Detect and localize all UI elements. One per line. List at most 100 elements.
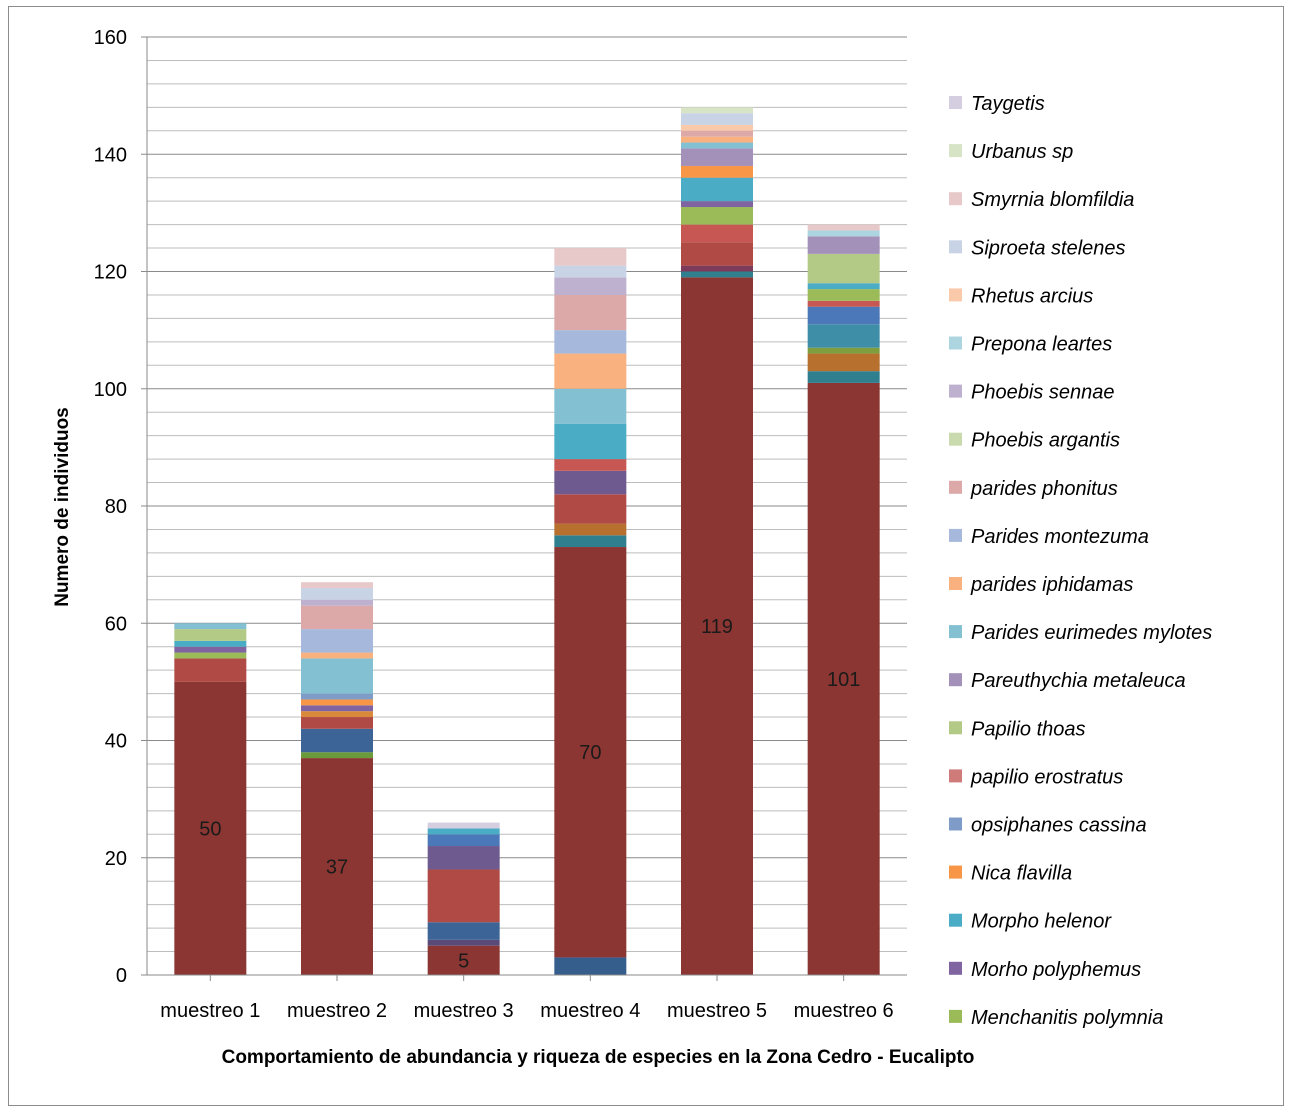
- bar-segment: [681, 107, 753, 114]
- bar-segment: [174, 658, 247, 682]
- bar-segment: [427, 846, 500, 870]
- legend-label: Smyrnia blomfildia: [971, 189, 1134, 211]
- bar-segment: [301, 582, 373, 589]
- bar-stacks: [174, 107, 880, 975]
- y-tick-label: 40: [105, 731, 127, 753]
- bar-segment: [554, 353, 627, 389]
- legend-item: Morpho helenor: [949, 911, 1112, 933]
- y-tick-label: 100: [94, 379, 127, 401]
- legend-swatch: [949, 384, 962, 398]
- bar-segment: [681, 201, 753, 208]
- bar-segment: [301, 693, 373, 700]
- data-label: 37: [326, 857, 348, 879]
- x-tick-label: muestreo 4: [540, 1000, 640, 1022]
- y-tick-label: 20: [105, 848, 127, 870]
- x-tick-label: muestreo 3: [414, 1000, 514, 1022]
- legend-label: parides iphidamas: [970, 574, 1133, 596]
- bar-segment: [174, 623, 247, 630]
- data-label: 50: [199, 818, 221, 840]
- bar-segment: [807, 236, 880, 254]
- legend-label: Siproeta stelenes: [971, 237, 1126, 259]
- bar-segment: [301, 588, 373, 600]
- bar-segment: [554, 248, 627, 266]
- legend-swatch: [949, 577, 962, 590]
- legend-item: Menchanitis polymnia: [949, 1007, 1163, 1029]
- legend-label: papilio erostratus: [970, 766, 1123, 788]
- legend-label: Morpho helenor: [971, 911, 1112, 933]
- legend-label: Taygetis: [971, 93, 1045, 115]
- bar-segment: [681, 242, 753, 266]
- bar-segment: [554, 294, 627, 331]
- bar-segment: [427, 945, 500, 975]
- bar-segment: [554, 535, 627, 548]
- bar-segment: [681, 177, 753, 202]
- bar-segment: [554, 957, 627, 975]
- legend-label: Urbanus sp: [971, 141, 1073, 163]
- legend-item: opsiphanes cassina: [949, 815, 1147, 837]
- bar-segment: [174, 681, 247, 975]
- bar-segment: [681, 207, 753, 225]
- bar-segment: [554, 494, 627, 524]
- bar-segment: [681, 271, 753, 278]
- bar-segment: [554, 523, 627, 536]
- bar-stack: [301, 582, 373, 975]
- bar-segment: [681, 136, 753, 143]
- bar-segment: [301, 699, 373, 706]
- bar-segment: [807, 324, 880, 348]
- bar-segment: [301, 752, 373, 759]
- legend-item: Pareuthychia metaleuca: [949, 670, 1186, 692]
- bar-segment: [807, 289, 880, 301]
- legend-label: Phoebis argantis: [971, 430, 1120, 452]
- legend-item: Nica flavilla: [949, 863, 1072, 885]
- y-tick-label: 160: [94, 27, 127, 49]
- legend-item: Papilio thoas: [949, 718, 1086, 740]
- bar-segment: [174, 646, 247, 653]
- legend-label: Phoebis sennae: [971, 382, 1114, 404]
- y-tick-label: 80: [105, 496, 127, 518]
- bar-segment: [554, 330, 627, 354]
- bar-segment: [807, 283, 880, 290]
- bar-segment: [681, 130, 753, 137]
- legend-swatch: [949, 336, 962, 350]
- bar-segment: [554, 423, 627, 460]
- legend-item: papilio erostratus: [949, 766, 1123, 788]
- legend-item: Morho polyphemus: [949, 959, 1141, 981]
- bar-segment: [807, 300, 880, 307]
- x-axis-title: Comportamiento de abundancia y riqueza d…: [222, 1047, 975, 1068]
- data-label: 119: [701, 616, 733, 638]
- bar-segment: [807, 382, 880, 975]
- gridlines: [147, 36, 907, 953]
- bar-segment: [807, 306, 880, 325]
- legend-label: Pareuthychia metaleuca: [971, 670, 1186, 692]
- bar-segment: [681, 124, 753, 131]
- bar-segment: [807, 371, 880, 383]
- legend-swatch: [949, 721, 962, 735]
- bar-segment: [681, 265, 753, 272]
- legend-swatch: [949, 480, 962, 494]
- bar-segment: [807, 224, 880, 231]
- legend-item: Parides eurimedes mylotes: [949, 622, 1212, 644]
- bar-segment: [301, 629, 373, 653]
- bar-segment: [301, 652, 373, 659]
- bar-segment: [427, 922, 500, 940]
- bar-segment: [807, 347, 880, 354]
- legend-label: Menchanitis polymnia: [971, 1007, 1163, 1029]
- bar-stack: [807, 224, 880, 975]
- axes: 0 20 40 60 80 100 120 140 160 muestreo 1 muestreo …: [94, 27, 907, 1022]
- bar-segment: [301, 728, 373, 753]
- legend-label: Papilio thoas: [971, 718, 1086, 740]
- data-labels: 50 37 5 70 119 101: [199, 616, 860, 972]
- legend-label: opsiphanes cassina: [971, 815, 1147, 837]
- legend-swatch: [949, 817, 962, 831]
- bar-segment: [554, 547, 627, 958]
- bar-segment: [174, 640, 247, 647]
- legend-swatch: [949, 432, 962, 446]
- legend-item: Smyrnia blomfildia: [949, 189, 1134, 211]
- legend-item: Siproeta stelenes: [949, 237, 1126, 259]
- bar-segment: [427, 828, 500, 835]
- legend-swatch: [949, 528, 962, 542]
- bar-segment: [554, 470, 627, 495]
- legend-swatch: [949, 769, 962, 783]
- bar-segment: [301, 605, 373, 630]
